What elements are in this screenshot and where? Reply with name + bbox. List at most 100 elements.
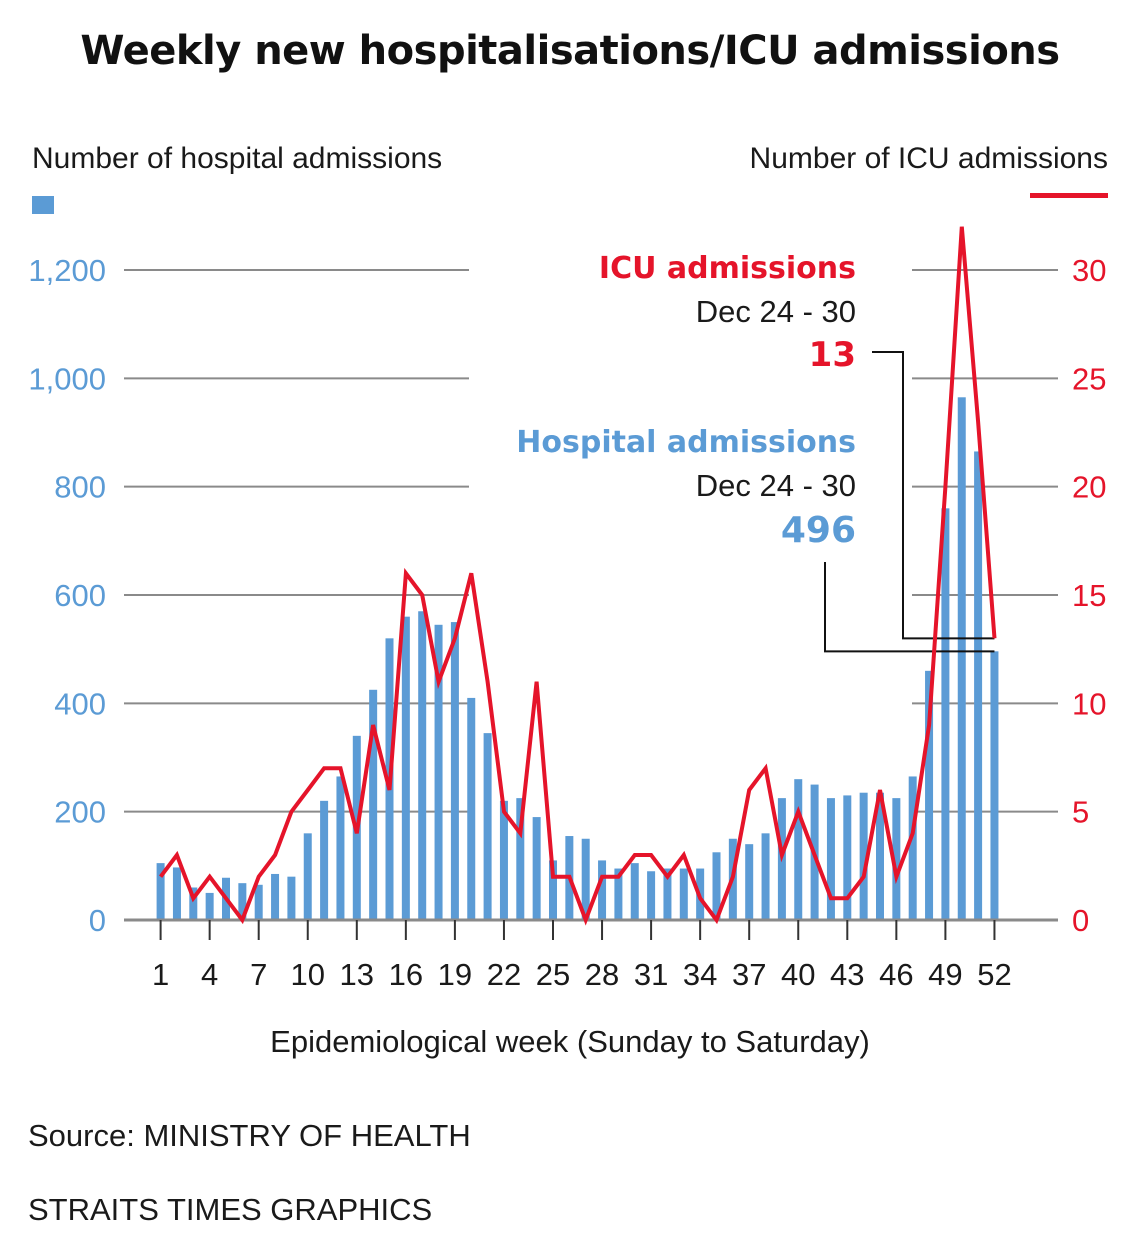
hospital-bar <box>974 451 983 920</box>
hospital-bar <box>908 776 917 920</box>
right-tick-label: 0 <box>1072 903 1089 938</box>
hospital-annotation-value: 496 <box>781 510 856 551</box>
x-tick-label: 37 <box>732 957 766 992</box>
hospital-bar <box>598 860 607 920</box>
icu-annotation-period: Dec 24 - 30 <box>696 294 856 329</box>
x-axis: 1 4 7 10 13 16 19 22 25 28 31 34 37 40 43 46 49 52 <box>124 918 1058 992</box>
hospital-bar <box>271 873 280 920</box>
left-tick-label: 800 <box>54 470 106 505</box>
x-tick-label: 16 <box>389 957 423 992</box>
right-tick-label: 5 <box>1072 795 1089 830</box>
hospital-annotation-period: Dec 24 - 30 <box>696 468 856 503</box>
x-tick-label: 31 <box>634 957 668 992</box>
right-tick-label: 15 <box>1072 578 1106 613</box>
x-tick-label: 43 <box>830 957 864 992</box>
source-note: Source: MINISTRY OF HEALTH <box>28 1118 471 1153</box>
right-tick-label: 10 <box>1072 686 1106 721</box>
x-tick-label: 1 <box>152 957 169 992</box>
right-axis-title: Number of ICU admissions <box>749 142 1108 175</box>
hospital-bar <box>450 622 459 920</box>
icu-annotation-label: ICU admissions <box>599 251 856 286</box>
icu-annotation-value: 13 <box>809 335 856 375</box>
hospital-bar <box>172 867 181 920</box>
hospital-bar <box>516 798 525 920</box>
annotations: ICU admissions Dec 24 - 30 13 Hospital a… <box>516 251 856 551</box>
hospital-leader-line <box>824 562 995 653</box>
left-axis: 0 200 400 600 800 1,000 1,200 <box>28 253 106 938</box>
x-tick-label: 49 <box>928 957 962 992</box>
hospital-bar <box>238 883 247 920</box>
hospital-bar <box>843 795 852 920</box>
hospital-bar <box>826 798 835 920</box>
hospital-bar <box>892 798 901 920</box>
hospital-bar <box>990 651 999 920</box>
hospital-bar <box>205 892 214 920</box>
left-tick-label: 1,200 <box>28 253 106 288</box>
x-tick-label: 40 <box>781 957 815 992</box>
hospital-bar <box>467 697 476 920</box>
hospital-bar <box>254 884 263 920</box>
chart-title: Weekly new hospitalisations/ICU admissio… <box>80 28 1060 74</box>
gridlines <box>124 269 1058 813</box>
hospital-bar <box>336 776 345 920</box>
x-axis-title: Epidemiological week (Sunday to Saturday… <box>270 1024 870 1059</box>
hospital-bar <box>745 844 754 920</box>
right-axis: 0 5 10 15 20 25 30 <box>1072 253 1106 938</box>
hospital-bar <box>859 792 868 920</box>
hospital-bar <box>499 800 508 920</box>
hospital-bar <box>663 868 672 920</box>
hospital-bar <box>418 611 427 920</box>
x-tick-label: 22 <box>487 957 521 992</box>
left-tick-label: 200 <box>54 795 106 830</box>
hospital-bar <box>401 616 410 920</box>
hospital-bar <box>957 397 966 921</box>
x-tick-label: 10 <box>291 957 325 992</box>
hospital-bar <box>712 852 721 920</box>
hospital-bar <box>925 670 934 920</box>
hospital-bar <box>630 863 639 920</box>
left-tick-label: 1,000 <box>28 361 106 396</box>
icu-leader-line <box>872 351 995 640</box>
left-tick-label: 400 <box>54 686 106 721</box>
left-tick-label: 600 <box>54 578 106 613</box>
hospital-bar <box>434 624 443 920</box>
hospital-bar <box>303 833 312 920</box>
x-tick-label: 46 <box>879 957 913 992</box>
left-axis-title: Number of hospital admissions <box>32 142 443 175</box>
hospital-bar <box>614 868 623 920</box>
x-tick-label: 52 <box>977 957 1011 992</box>
hospital-bar <box>581 838 590 920</box>
hospital-bar <box>941 508 950 920</box>
credit-note: STRAITS TIMES GRAPHICS <box>28 1192 433 1227</box>
x-tick-label: 13 <box>340 957 374 992</box>
hospital-bar <box>287 876 296 920</box>
hospital-bar <box>647 871 656 920</box>
hospital-bar <box>532 817 541 920</box>
right-tick-label: 25 <box>1072 361 1106 396</box>
x-tick-label: 4 <box>201 957 218 992</box>
icu-legend-swatch <box>1030 193 1108 198</box>
annotation-leaders <box>824 351 995 653</box>
x-tick-label: 25 <box>536 957 570 992</box>
right-tick-label: 20 <box>1072 470 1106 505</box>
hospital-bar <box>549 860 557 920</box>
x-tick-label: 19 <box>438 957 472 992</box>
hospital-bar <box>320 800 329 920</box>
hospital-bar <box>876 792 884 920</box>
x-tick-label: 7 <box>250 957 267 992</box>
hospital-bar <box>761 833 770 920</box>
hospital-legend-swatch <box>32 196 54 214</box>
hospital-bar <box>156 863 165 920</box>
right-tick-label: 30 <box>1072 253 1106 288</box>
hospital-bar <box>369 689 378 920</box>
hospital-bar <box>794 779 803 920</box>
hospital-bar <box>189 887 198 920</box>
left-tick-label: 0 <box>89 903 106 938</box>
x-tick-label: 28 <box>585 957 619 992</box>
icu-line <box>159 226 997 926</box>
hospital-bar <box>679 868 688 920</box>
hospital-bar <box>483 733 492 920</box>
hospital-annotation-label: Hospital admissions <box>516 425 856 460</box>
x-tick-label: 34 <box>683 957 717 992</box>
